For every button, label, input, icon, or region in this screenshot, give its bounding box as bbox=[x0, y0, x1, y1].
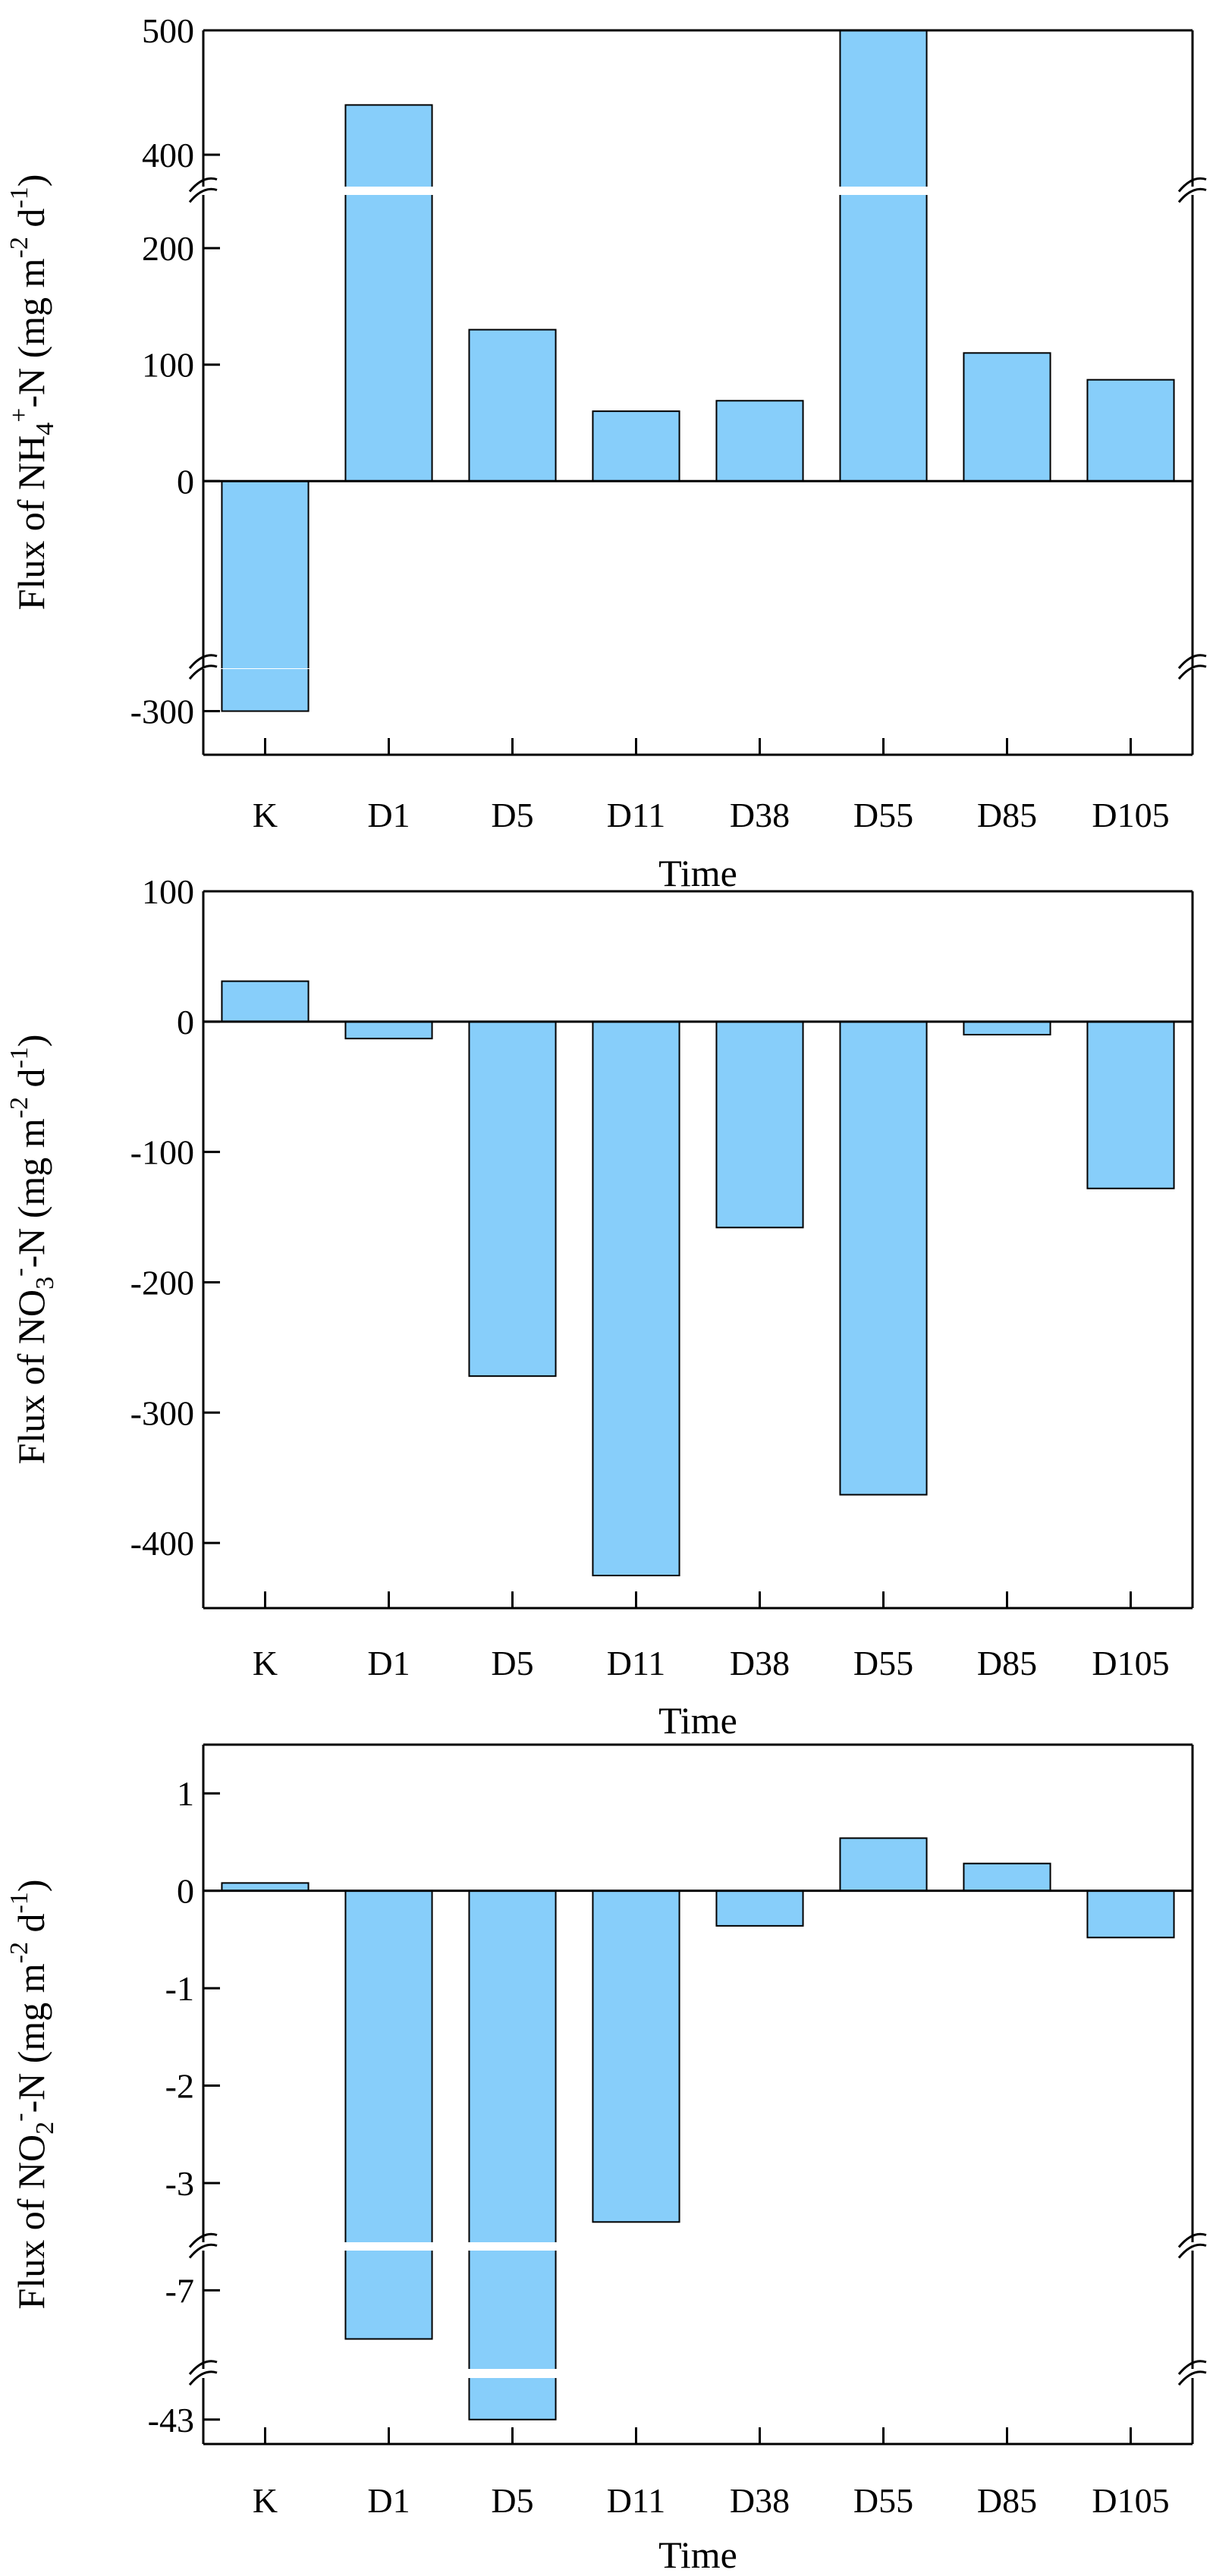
y-tick-label: 200 bbox=[142, 229, 194, 268]
x-tick-label: K bbox=[253, 1644, 278, 1682]
x-tick-label: D5 bbox=[491, 1644, 533, 1682]
x-tick-label: D105 bbox=[1092, 1644, 1169, 1682]
bar-D55 bbox=[839, 1020, 928, 1496]
x-tick-label: K bbox=[253, 796, 278, 834]
bar-D5 bbox=[468, 328, 557, 482]
bar-D5 bbox=[468, 1020, 557, 1378]
panel-2: -400 -300 -200 -100 0 100 K D1 D5 D11 D38 D55 D85 D10… bbox=[5, 872, 1194, 1742]
bar-D38 bbox=[715, 400, 804, 482]
y-tick-label: 100 bbox=[142, 346, 194, 385]
axis-break-mark bbox=[1177, 2370, 1207, 2386]
x-tick-label: D55 bbox=[853, 796, 913, 834]
bar-D11 bbox=[592, 410, 680, 482]
bar-D85 bbox=[963, 1020, 1051, 1036]
bar-D55 bbox=[839, 1837, 928, 1892]
bar-D85 bbox=[963, 352, 1051, 482]
x-tick-label: K bbox=[253, 2481, 278, 2520]
x-tick-label: D85 bbox=[977, 796, 1037, 834]
x-tick-label: D11 bbox=[607, 1644, 666, 1682]
bar-D105 bbox=[1086, 1890, 1175, 1939]
axis-break-mark bbox=[1177, 2360, 1207, 2375]
y-axis-title: Flux of NH4+-N (mg m-2 d-1) bbox=[5, 174, 59, 611]
axis-break-gap bbox=[201, 668, 1195, 669]
bar-D38 bbox=[715, 1890, 804, 1927]
bar-D1 bbox=[344, 1020, 433, 1040]
y-tick-label: -43 bbox=[148, 2401, 194, 2439]
bar-K bbox=[221, 480, 310, 712]
x-tick-label: D5 bbox=[491, 2481, 533, 2520]
axis-break-mark bbox=[1177, 2243, 1207, 2259]
y-tick-label: 400 bbox=[142, 136, 194, 174]
axis-break-mark bbox=[188, 664, 218, 680]
x-tick-label: D1 bbox=[367, 2481, 410, 2520]
y-tick-label: -300 bbox=[130, 1393, 194, 1432]
x-tick-label: D55 bbox=[853, 2481, 913, 2520]
axis-break-mark bbox=[1177, 2232, 1207, 2248]
x-tick-label: D1 bbox=[367, 1644, 410, 1682]
bar-D1 bbox=[344, 104, 433, 482]
bar-D55 bbox=[839, 30, 928, 482]
y-axis-title: Flux of NO2--N (mg m-2 d-1) bbox=[5, 1880, 59, 2310]
y-tick-label: -7 bbox=[165, 2271, 194, 2310]
y-axis-title: Flux of NO3--N (mg m-2 d-1) bbox=[5, 1035, 59, 1465]
y-tick-label: -2 bbox=[165, 2067, 194, 2106]
bar-K bbox=[221, 980, 310, 1023]
x-tick-label: D11 bbox=[607, 796, 666, 834]
x-tick-label: D38 bbox=[730, 1644, 790, 1682]
bar-D38 bbox=[715, 1020, 804, 1229]
y-tick-label: 500 bbox=[142, 11, 194, 50]
axis-break-mark bbox=[188, 2360, 218, 2375]
y-tick-label: -400 bbox=[130, 1524, 194, 1563]
axis-break-mark bbox=[1177, 654, 1207, 669]
panel-1: -300 0 100 200 400 500 K D1 D5 D11 D38 D55 D85 D105 Ti… bbox=[5, 11, 1207, 894]
bar-K bbox=[221, 1882, 310, 1892]
y-tick-label: -300 bbox=[130, 693, 194, 731]
axis-break-gap bbox=[201, 2242, 1195, 2251]
axis-break-mark bbox=[188, 2243, 218, 2259]
panel-3: -43 -7 -3 -2 -1 0 1 K D1 D5 D11 D38 D55 D85 D105 Time Fl… bbox=[5, 1743, 1207, 2576]
y-tick-label: 1 bbox=[177, 1774, 194, 1813]
bar-D11 bbox=[592, 1890, 680, 2223]
axis-break-mark bbox=[188, 654, 218, 669]
bar-D11 bbox=[592, 1020, 680, 1577]
axis-break-gap bbox=[201, 2369, 1195, 2378]
y-tick-label: -3 bbox=[165, 2164, 194, 2203]
axis-break-mark bbox=[1177, 664, 1207, 680]
bar-D105 bbox=[1086, 1020, 1175, 1189]
axis-break-mark bbox=[188, 187, 218, 203]
axis-break-mark bbox=[188, 177, 218, 193]
axis-break-mark bbox=[188, 2232, 218, 2248]
bar-D85 bbox=[963, 1862, 1051, 1892]
axis-break-mark bbox=[188, 2370, 218, 2386]
x-tick-label: D105 bbox=[1092, 796, 1169, 834]
x-axis-title: Time bbox=[658, 1699, 737, 1742]
bar-D105 bbox=[1086, 379, 1175, 482]
x-axis-title: Time bbox=[658, 852, 737, 894]
axis-break-mark bbox=[1177, 177, 1207, 193]
x-tick-label: D85 bbox=[977, 1644, 1037, 1682]
y-tick-label: 0 bbox=[177, 1003, 194, 1041]
bar-D1 bbox=[344, 1890, 433, 2340]
x-tick-label: D5 bbox=[491, 796, 533, 834]
x-tick-label: D55 bbox=[853, 1644, 913, 1682]
x-tick-label: D105 bbox=[1092, 2481, 1169, 2520]
y-tick-label: -200 bbox=[130, 1263, 194, 1302]
y-tick-label: -1 bbox=[165, 1969, 194, 2008]
x-tick-label: D38 bbox=[730, 2481, 790, 2520]
y-tick-label: 0 bbox=[177, 1872, 194, 1911]
x-axis-title: Time bbox=[658, 2534, 737, 2576]
x-tick-label: D1 bbox=[367, 796, 410, 834]
bar-D5 bbox=[468, 1890, 557, 2420]
axis-break-gap bbox=[201, 187, 1195, 195]
axis-break-mark bbox=[1177, 187, 1207, 203]
y-tick-label: 100 bbox=[142, 872, 194, 911]
y-tick-label: -100 bbox=[130, 1133, 194, 1172]
x-tick-label: D85 bbox=[977, 2481, 1037, 2520]
x-tick-label: D11 bbox=[607, 2481, 666, 2520]
y-tick-label: 0 bbox=[177, 462, 194, 501]
x-tick-label: D38 bbox=[730, 796, 790, 834]
